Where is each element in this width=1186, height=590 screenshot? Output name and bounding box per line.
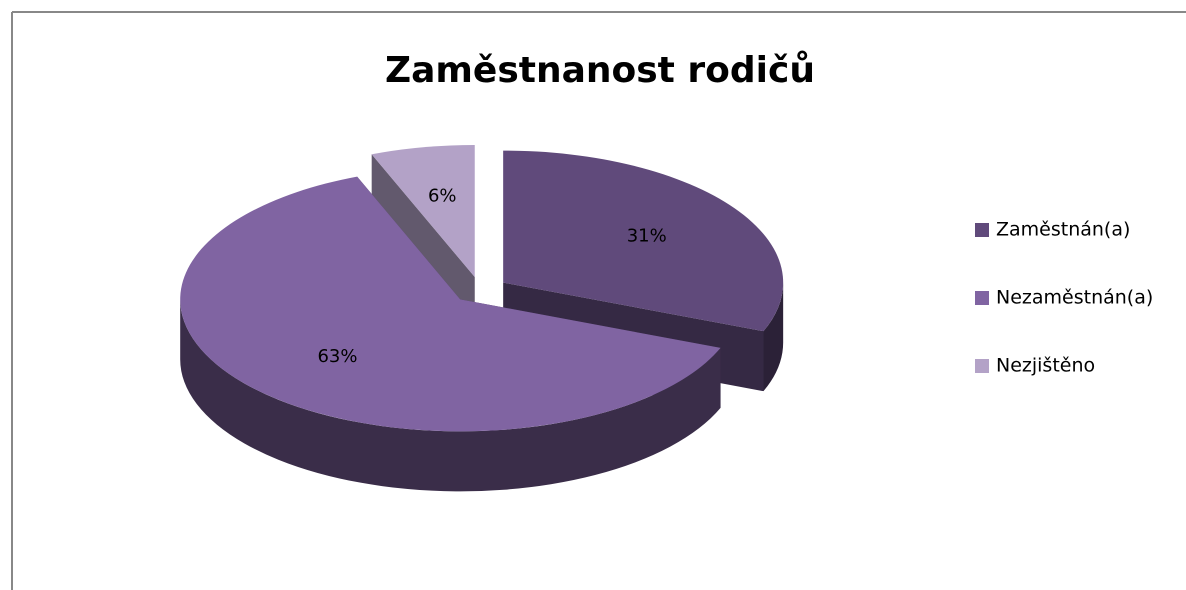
slice-wall — [763, 282, 784, 392]
data-label: 63% — [317, 346, 357, 367]
slice — [503, 150, 784, 332]
legend-swatch — [975, 223, 989, 237]
chart-title: Zaměstnanost rodičů — [385, 50, 815, 91]
legend-label: Nezjištěno — [996, 355, 1095, 377]
legend-label: Zaměstnán(a) — [996, 219, 1130, 241]
data-label: 6% — [428, 186, 457, 207]
data-label: 31% — [627, 226, 667, 247]
legend-swatch — [975, 291, 989, 305]
slice-wall — [180, 299, 721, 492]
slice — [180, 176, 721, 432]
slice — [371, 145, 475, 278]
legend-label: Nezaměstnán(a) — [996, 287, 1153, 309]
legend-swatch — [975, 359, 989, 373]
